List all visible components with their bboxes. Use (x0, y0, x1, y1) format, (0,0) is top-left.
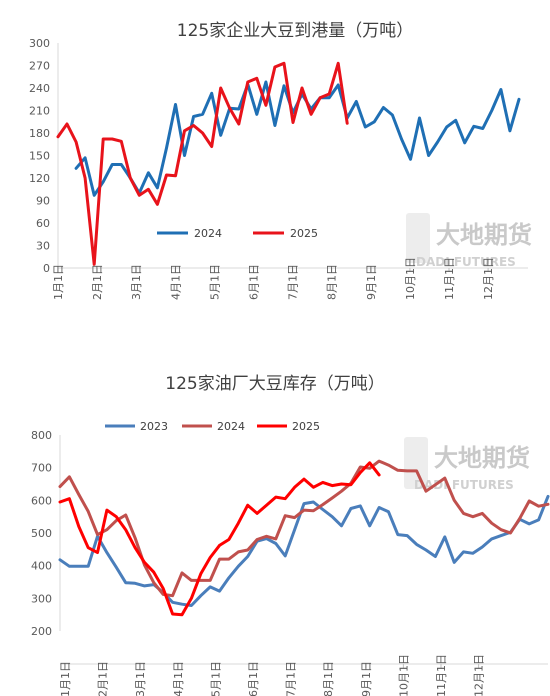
x-tick-label: 5月1日 (208, 264, 221, 300)
y-tick-label: 30 (36, 240, 50, 253)
y-tick-label: 800 (31, 429, 52, 442)
y-tick-label: 90 (36, 195, 50, 208)
legend-label-2025: 2025 (290, 227, 318, 240)
x-tick-label: 6月1日 (248, 264, 261, 300)
x-tick-label: 3月1日 (130, 264, 143, 300)
chart2-title: 125家油厂大豆库存（万吨） (165, 374, 384, 394)
y-tick-label: 600 (31, 494, 52, 507)
y-tick-label: 300 (29, 37, 50, 50)
chart1-plot-area (56, 61, 521, 266)
y-tick-label: 210 (29, 105, 50, 118)
x-tick-label: 11月1日 (443, 257, 456, 300)
legend-label-2023: 2023 (140, 420, 168, 433)
x-tick-label: 4月1日 (169, 264, 182, 300)
arrivals-chart: 125家企业大豆到港量（万吨） 大地期货 DADI FUTURES 0 30 60 9… (29, 21, 532, 300)
x-tick-label: 11月1日 (435, 654, 448, 696)
chart1-y-axis: 0 30 60 90 120 150 180 210 240 270 300 (29, 37, 59, 275)
x-tick-label: 2月1日 (97, 661, 110, 696)
chart1-watermark: 大地期货 DADI FUTURES (406, 213, 532, 269)
x-tick-label: 10月1日 (397, 654, 410, 696)
x-tick-label: 12月1日 (482, 257, 495, 300)
x-tick-label: 12月1日 (473, 654, 486, 696)
x-tick-label: 4月1日 (172, 661, 185, 696)
x-tick-label: 10月1日 (404, 257, 417, 300)
x-tick-label: 1月1日 (59, 661, 72, 696)
inventory-chart: 125家油厂大豆库存（万吨） 2023 2024 2025 大地期货 DADI … (31, 374, 550, 696)
series-line-2025 (58, 461, 381, 617)
series-line-2024 (74, 80, 521, 197)
x-tick-label: 1月1日 (52, 264, 65, 300)
x-tick-label: 6月1日 (247, 661, 260, 696)
x-tick-label: 2月1日 (91, 264, 104, 300)
y-tick-label: 180 (29, 127, 50, 140)
chart2-legend: 2023 2024 2025 (105, 420, 320, 433)
watermark-logo (406, 213, 430, 263)
x-tick-label: 7月1日 (285, 661, 298, 696)
x-tick-label: 9月1日 (360, 661, 373, 696)
y-tick-label: 0 (43, 262, 50, 275)
x-tick-label: 3月1日 (134, 661, 147, 696)
series-line-2025 (56, 61, 349, 266)
watermark-logo (404, 437, 428, 489)
legend-label-2024b: 2024 (217, 420, 245, 433)
y-tick-label: 200 (31, 625, 52, 638)
x-tick-label: 8月1日 (322, 661, 335, 696)
y-tick-label: 60 (36, 217, 50, 230)
chart1-x-axis: 1月1日 2月1日 3月1日 4月1日 5月1日 6月1日 7月1日 8月1日 9月1日 10月1… (52, 257, 528, 300)
series-line-2023 (58, 494, 550, 607)
x-tick-label: 9月1日 (365, 264, 378, 300)
legend-label-2025b: 2025 (292, 420, 320, 433)
y-tick-label: 270 (29, 60, 50, 73)
watermark-text: 大地期货 (434, 444, 530, 472)
chart2-x-axis: 1月1日 2月1日 3月1日 4月1日 5月1日 6月1日 7月1日 8月1日 9月1日 10月1… (59, 654, 548, 696)
x-tick-label: 5月1日 (209, 661, 222, 696)
x-tick-label: 7月1日 (287, 264, 300, 300)
chart2-plot-area (58, 459, 550, 617)
chart1-title: 125家企业大豆到港量（万吨） (177, 21, 413, 41)
y-tick-label: 700 (31, 462, 52, 475)
legend-label-2024: 2024 (194, 227, 222, 240)
watermark-text: 大地期货 (436, 221, 532, 249)
x-tick-label: 8月1日 (326, 264, 339, 300)
y-tick-label: 300 (31, 592, 52, 605)
y-tick-label: 240 (29, 82, 50, 95)
chart2-y-axis: 200 300 400 500 600 700 800 (31, 429, 61, 638)
y-tick-label: 120 (29, 172, 50, 185)
watermark-subtext: DADI FUTURES (416, 255, 516, 269)
y-tick-label: 400 (31, 560, 52, 573)
y-tick-label: 500 (31, 527, 52, 540)
chart1-legend: 2024 2025 (157, 227, 318, 240)
y-tick-label: 150 (29, 150, 50, 163)
